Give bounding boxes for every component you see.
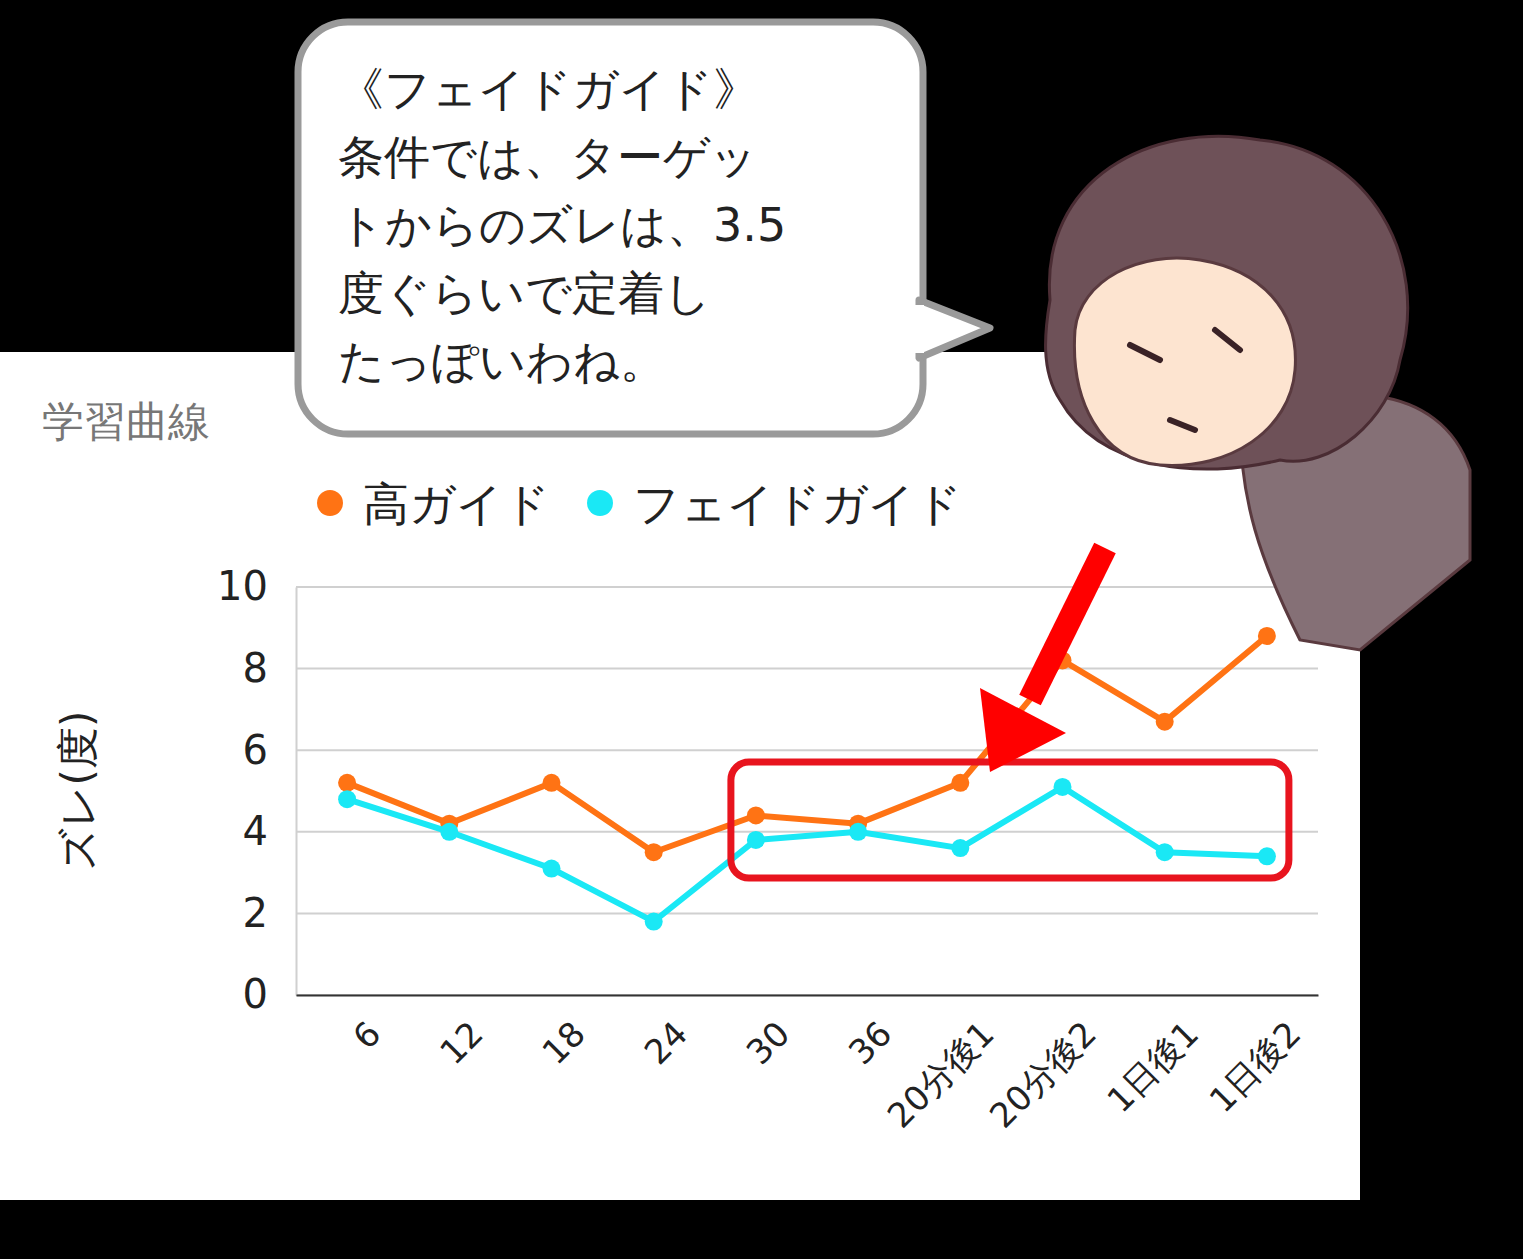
- series-point: [338, 790, 356, 808]
- legend-label: フェイドガイド: [633, 477, 962, 531]
- series-point: [747, 806, 765, 824]
- series-point: [849, 823, 867, 841]
- character-face: [1074, 258, 1295, 465]
- bubble-text: 度ぐらいで定着し: [338, 266, 711, 320]
- character-hair: [1046, 136, 1408, 469]
- series-point: [1258, 627, 1276, 645]
- character-mouth: [1170, 420, 1195, 430]
- y-tick-label: 10: [217, 563, 268, 609]
- highlight-box: [731, 762, 1289, 878]
- bubble-text: 《フェイドガイド》: [338, 62, 759, 116]
- x-tick: 20分後1: [879, 995, 1001, 1136]
- y-tick-label: 0: [243, 971, 268, 1017]
- chart-title: 学習曲線: [42, 397, 210, 446]
- bubble-seam: [914, 305, 924, 353]
- series-point: [645, 843, 663, 861]
- series-line: [347, 636, 1267, 852]
- panel: [0, 352, 1360, 1200]
- y-tick-label: 6: [243, 727, 268, 773]
- x-tick-label: 36: [841, 1013, 900, 1072]
- x-tick-label: 20分後1: [879, 1013, 1001, 1135]
- series-point: [543, 774, 561, 792]
- x-tick: 24: [636, 995, 695, 1072]
- y-tick-label: 2: [243, 890, 268, 936]
- grid-line: [296, 912, 1318, 914]
- grid-line: [296, 586, 1318, 588]
- arrow-shaft: [1030, 548, 1105, 700]
- bubble-text: たっぽいわね。: [338, 334, 666, 388]
- legend-marker: [317, 490, 343, 516]
- grid: [296, 587, 1318, 995]
- character: [1046, 136, 1470, 650]
- y-axis-title: ズレ(度): [53, 711, 102, 872]
- x-tick: 6: [345, 995, 389, 1057]
- legend-marker: [587, 490, 613, 516]
- series-point: [951, 774, 969, 792]
- y-tick: 2: [243, 890, 296, 936]
- x-tick-label: 24: [636, 1013, 695, 1072]
- legend-label: 高ガイド: [363, 477, 550, 531]
- y-axis-line: [296, 588, 298, 996]
- x-tick-label: 20分後2: [982, 1013, 1104, 1135]
- x-tick: 18: [534, 995, 593, 1072]
- y-tick: 10: [217, 563, 296, 609]
- y-axis: 0 2 4 6 8 10: [217, 563, 296, 1017]
- x-tick-label: 18: [534, 1013, 593, 1072]
- bubble-tail: [919, 300, 990, 358]
- series-point: [645, 913, 663, 931]
- x-tick-label: 30: [738, 1013, 797, 1072]
- x-tick: 1日後2: [1201, 995, 1308, 1120]
- x-axis-line: [297, 995, 1319, 997]
- x-tick-label: 1日後1: [1099, 1013, 1206, 1120]
- y-tick-label: 4: [243, 808, 268, 854]
- series-line: [347, 787, 1267, 922]
- grid-line: [296, 749, 1318, 751]
- legend: 高ガイド フェイドガイド: [317, 477, 962, 531]
- series-point: [747, 831, 765, 849]
- y-tick-label: 8: [243, 645, 268, 691]
- x-tick: 1日後1: [1099, 995, 1206, 1120]
- character-eye: [1130, 345, 1160, 360]
- chart-root: 学習曲線高ガイドフェイドガイド0246810ズレ(度)6121824303620…: [0, 0, 1523, 1259]
- arrow-head: [980, 688, 1066, 772]
- series-point: [338, 774, 356, 792]
- x-tick: 20分後2: [982, 995, 1104, 1136]
- x-tick: 30: [738, 995, 797, 1072]
- x-tick-label: 6: [345, 1013, 389, 1057]
- grid-line: [296, 994, 1318, 996]
- grid-line: [296, 668, 1318, 670]
- y-tick: 4: [243, 808, 296, 854]
- y-tick: 6: [243, 727, 296, 773]
- x-tick: 36: [841, 995, 900, 1072]
- plot-area: [338, 627, 1276, 931]
- y-tick: 8: [243, 645, 296, 691]
- bubble-text: 条件では、ターゲッ: [338, 130, 757, 184]
- series-point: [1258, 847, 1276, 865]
- bubble-box: [298, 22, 923, 434]
- x-tick-label: 1日後2: [1201, 1013, 1308, 1120]
- speech-bubble: 《フェイドガイド》条件では、ターゲットからのズレは、3.5 度ぐらいで定着したっぽ…: [298, 22, 990, 434]
- bubble-text: トからのズレは、3.5: [338, 198, 786, 252]
- series-point: [543, 860, 561, 878]
- character-eye: [1215, 330, 1240, 350]
- series-point: [1156, 843, 1174, 861]
- series-point: [440, 823, 458, 841]
- arrow: [980, 548, 1105, 772]
- series-point: [1156, 713, 1174, 731]
- series-point: [951, 839, 969, 857]
- x-tick: 12: [432, 995, 491, 1072]
- series-point: [1054, 778, 1072, 796]
- x-tick-label: 12: [432, 1013, 491, 1072]
- y-tick: 0: [243, 971, 296, 1017]
- x-axis: 6 12 18 24 30 3620分後120分後21日後11日後2: [297, 995, 1319, 1136]
